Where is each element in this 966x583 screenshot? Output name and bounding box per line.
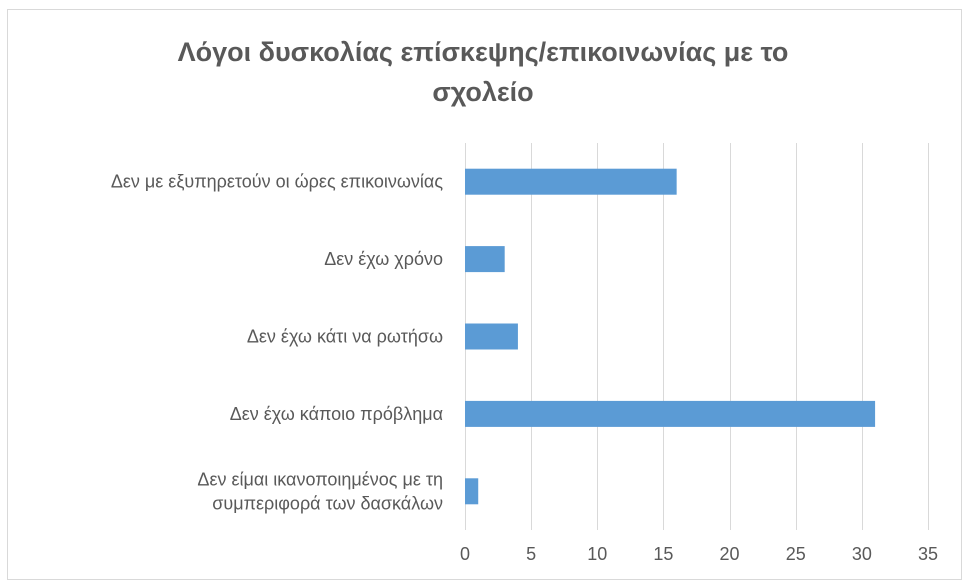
x-tick-label: 30 xyxy=(852,544,872,564)
chart-title-line-2: σχολείο xyxy=(432,77,534,107)
x-tick-label: 10 xyxy=(587,544,607,564)
chart-title-line-1: Λόγοι δυσκολίας επίσκεψης/επικοινωνίας μ… xyxy=(177,37,789,67)
x-tick-label: 35 xyxy=(918,544,938,564)
category-label: Δεν έχω κάτι να ρωτήσω xyxy=(247,327,443,347)
category-labels: Δεν με εξυπηρετούν οι ώρες επικοινωνίας Δ… xyxy=(111,172,443,514)
x-tick-label: 5 xyxy=(526,544,536,564)
x-tick-label: 0 xyxy=(460,544,470,564)
category-label: συμπεριφορά των δασκάλων xyxy=(212,493,443,513)
bar xyxy=(465,168,677,195)
chart-title: Λόγοι δυσκολίας επίσκεψης/επικοινωνίας μ… xyxy=(0,32,966,112)
x-tick-labels: 0 5 10 15 20 25 30 35 xyxy=(460,544,938,564)
x-tick-label: 15 xyxy=(653,544,673,564)
gridlines xyxy=(465,143,929,530)
bars xyxy=(465,168,876,505)
category-label: Δεν με εξυπηρετούν οι ώρες επικοινωνίας xyxy=(111,172,443,192)
category-label: Δεν έχω κάποιο πρόβλημα xyxy=(230,404,443,424)
bar xyxy=(465,246,505,273)
bar xyxy=(465,323,518,350)
chart-frame xyxy=(7,9,962,580)
bar xyxy=(465,478,479,505)
bar xyxy=(465,400,876,427)
x-tick-label: 25 xyxy=(786,544,806,564)
category-label: Δεν είμαι ικανοποιημένος με τη xyxy=(197,469,443,489)
x-tick-label: 20 xyxy=(720,544,740,564)
category-label: Δεν έχω χρόνο xyxy=(324,249,443,269)
